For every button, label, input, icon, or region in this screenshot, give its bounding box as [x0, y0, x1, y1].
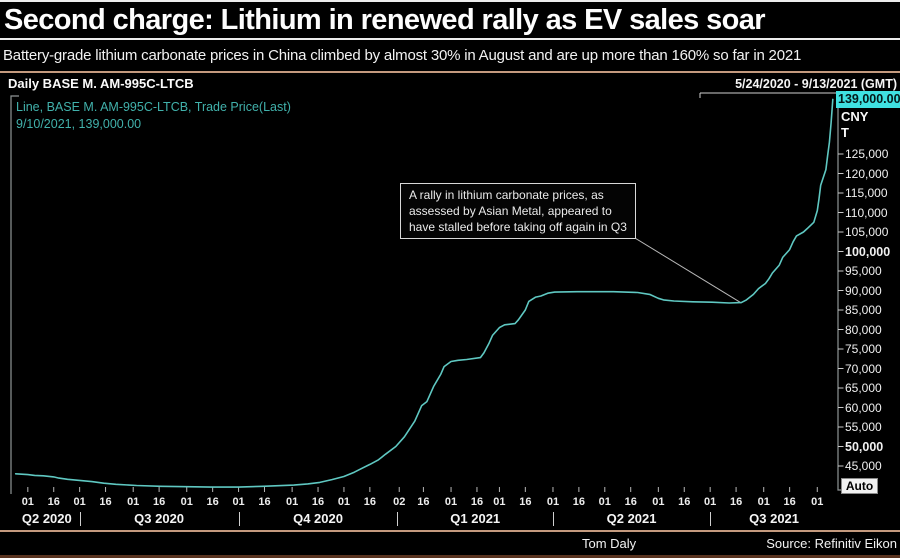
- annotation-line-2: assessed by Asian Metal, appeared to: [409, 204, 612, 218]
- bottom-rule: [0, 555, 900, 558]
- quarter-label: Q3 2021: [749, 511, 800, 526]
- x-axis-label: 01: [21, 496, 34, 508]
- y-axis-label: 90,000: [845, 283, 882, 298]
- instrument-title: Daily BASE M. AM-995C-LTCB: [8, 76, 194, 91]
- y-axis-label: 45,000: [845, 459, 882, 473]
- y-axis-label: 60,000: [845, 400, 882, 415]
- y-axis-label: 115,000: [845, 186, 888, 200]
- quarter-label: Q4 2020: [293, 511, 343, 526]
- x-axis-label: 01: [652, 496, 665, 508]
- x-axis-label: 16: [572, 496, 585, 508]
- quarter-divider: [79, 512, 81, 526]
- x-axis-label: 16: [729, 496, 743, 508]
- axis-currency: CNY: [841, 109, 869, 124]
- x-axis-label: 16: [624, 496, 637, 508]
- y-axis-label: 80,000: [845, 322, 882, 337]
- y-axis-label: 70,000: [845, 361, 882, 376]
- x-axis-label: 01: [444, 496, 458, 508]
- x-axis-label: 01: [811, 496, 824, 508]
- x-axis-label: 01: [598, 496, 611, 508]
- y-axis-label: 125,000: [845, 147, 889, 161]
- quarter-divider: [552, 512, 554, 526]
- quarter-label: Q1 2021: [450, 511, 501, 526]
- annotation-pointer: [634, 237, 742, 304]
- chart-legend: Line, BASE M. AM-995C-LTCB, Trade Price(…: [16, 99, 291, 133]
- y-axis-label: 55,000: [845, 420, 882, 434]
- y-axis-label: 100,000: [845, 244, 891, 259]
- y-axis-label: 120,000: [845, 166, 889, 181]
- quarter-label: Q3 2020: [134, 511, 185, 526]
- y-axis-label: 110,000: [845, 205, 888, 220]
- y-axis-label: 65,000: [845, 381, 882, 395]
- y-axis-label: 85,000: [845, 303, 882, 317]
- x-axis-label: 16: [311, 496, 325, 508]
- x-axis-label: 01: [285, 496, 299, 508]
- headline-top-rule: [0, 0, 900, 2]
- x-axis-label: 01: [757, 496, 770, 508]
- quarter-divider: [397, 512, 399, 526]
- price-line: [14, 98, 834, 488]
- x-axis-label: 16: [417, 496, 430, 508]
- quarter-label: Q2 2021: [606, 511, 657, 526]
- source-credit: Source: Refinitiv Eikon: [766, 536, 897, 551]
- date-range-label: 5/24/2020 - 9/13/2021 (GMT): [735, 77, 897, 91]
- x-axis-label: 16: [152, 496, 166, 508]
- y-axis-label: 95,000: [845, 264, 882, 278]
- x-axis-label: 01: [127, 496, 140, 508]
- x-axis-label: 16: [258, 496, 271, 508]
- annotation-line-1: A rally in lithium carbonate prices, as: [409, 188, 604, 202]
- x-axis-label: 01: [232, 496, 245, 508]
- quarter-divider: [710, 512, 712, 526]
- x-axis-label: 01: [546, 496, 560, 508]
- x-axis-label: 01: [180, 496, 193, 508]
- left-axis-line: [10, 95, 19, 494]
- x-axis-label: 16: [363, 496, 376, 508]
- y-axis-label: 75,000: [845, 342, 882, 356]
- x-axis-label: 16: [678, 496, 691, 508]
- annotation-box: A rally in lithium carbonate prices, as …: [400, 183, 636, 239]
- y-axis-label: 50,000: [845, 439, 884, 454]
- x-axis-label: 16: [470, 496, 484, 508]
- headline-bottom-rule: [0, 38, 900, 40]
- x-axis-label: 16: [206, 496, 219, 508]
- quarter-divider: [238, 512, 240, 526]
- auto-scale-button[interactable]: Auto: [841, 478, 878, 494]
- legend-series-label: Line, BASE M. AM-995C-LTCB, Trade Price(…: [16, 100, 291, 114]
- axis-unit-label: CNY T: [841, 109, 868, 141]
- quarter-label: Q2 2020: [21, 511, 72, 526]
- byline: Tom Daly: [582, 536, 637, 551]
- legend-last-value: 9/10/2021, 139,000.00: [16, 117, 142, 131]
- x-axis-label: 16: [47, 496, 60, 508]
- chart-top-rule: [0, 71, 900, 73]
- x-axis-label: 16: [783, 496, 796, 508]
- axis-unit: T: [841, 125, 849, 140]
- x-axis-label: 01: [493, 496, 506, 508]
- y-axis-label: 105,000: [845, 225, 889, 239]
- x-axis-label: 01: [337, 496, 351, 508]
- x-axis-label: 02: [393, 496, 406, 508]
- annotation-line-3: have stalled before taking off again in …: [409, 220, 627, 234]
- footer-top-rule: [0, 530, 900, 532]
- page-title: Second charge: Lithium in renewed rally …: [4, 4, 766, 36]
- page-subtitle: Battery-grade lithium carbonate prices i…: [3, 47, 802, 64]
- x-axis-label: 16: [519, 496, 532, 508]
- x-axis-label: 01: [704, 496, 717, 508]
- last-price-tag: 139,000.00: [836, 91, 900, 108]
- x-axis-label: 16: [99, 496, 112, 508]
- x-axis-label: 01: [73, 496, 86, 508]
